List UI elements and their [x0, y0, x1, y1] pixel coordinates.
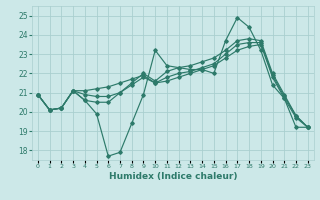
X-axis label: Humidex (Indice chaleur): Humidex (Indice chaleur) — [108, 172, 237, 181]
